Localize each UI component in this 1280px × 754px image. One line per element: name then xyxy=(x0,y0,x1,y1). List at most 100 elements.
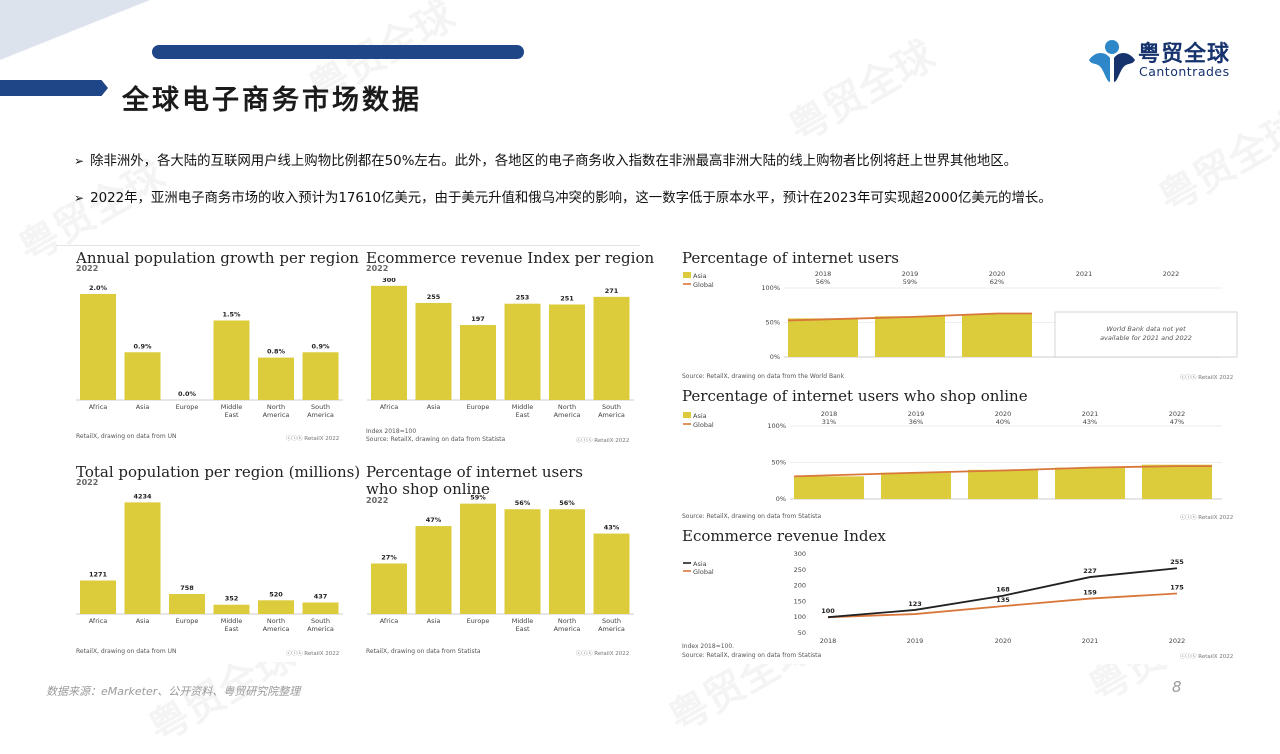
retailx-badge: ⓒⓘⓢ RetailX 2022 xyxy=(1180,654,1234,660)
y-tick-label: 50% xyxy=(772,459,786,467)
bar xyxy=(460,503,496,614)
legend-label-global: Global xyxy=(693,281,714,289)
data-label: 520 xyxy=(269,590,283,598)
data-label: 59% xyxy=(470,494,486,502)
legend-label-asia: Asia xyxy=(693,560,707,568)
retailx-badge: ⓒⓘⓢ RetailX 2022 xyxy=(576,438,630,444)
y-tick-label: 0% xyxy=(776,495,786,503)
bar xyxy=(415,302,452,400)
brand-logo: 粤贸全球 Cantontrades xyxy=(1086,36,1246,86)
bar-asia xyxy=(962,314,1032,357)
data-label: 197 xyxy=(471,315,485,323)
category-label: Asia xyxy=(427,617,441,625)
category-label: East xyxy=(224,411,238,418)
chart-title: Ecommerce revenue Index per region xyxy=(366,249,655,267)
category-label: South xyxy=(602,617,621,625)
bar xyxy=(213,604,250,614)
y-tick-label: 100 xyxy=(794,613,806,621)
chart-source: RetailX, drawing on data from UN xyxy=(76,648,177,655)
category-label: North xyxy=(558,617,576,625)
data-label: 352 xyxy=(225,595,239,603)
x-tick-label: 2021 xyxy=(1082,637,1099,644)
category-label: Africa xyxy=(89,403,108,411)
chart-panel-pct-internet-users: Percentage of internet users Asia Global 1… xyxy=(676,246,1242,384)
line-asia xyxy=(827,567,1178,619)
category-label: North xyxy=(558,403,576,411)
bar xyxy=(80,580,116,614)
bar xyxy=(415,526,452,614)
category-label: South xyxy=(311,617,330,625)
data-label: 758 xyxy=(180,584,194,592)
chart-title: Percentage of internet users who shop on… xyxy=(366,463,583,498)
legend-label-asia: Asia xyxy=(693,412,707,420)
legend-label-global: Global xyxy=(693,421,714,429)
page-number: 8 xyxy=(1172,678,1182,696)
year-value-label: 56% xyxy=(816,278,830,286)
category-label: America xyxy=(263,625,290,632)
bar-asia xyxy=(1142,464,1212,499)
category-label: Europe xyxy=(467,403,490,411)
data-label: 4234 xyxy=(133,492,152,500)
chart-note: Index 2018=100. xyxy=(682,643,735,650)
bullet-text: 2022年，亚洲电子商务市场的收入预计为17610亿美元，由于美元升值和俄乌冲突… xyxy=(90,191,1052,206)
legend-label-asia: Asia xyxy=(693,272,707,280)
data-label: 300 xyxy=(382,278,396,284)
divider xyxy=(56,245,640,246)
year-label: 2022 xyxy=(1169,410,1186,418)
category-label: Asia xyxy=(427,403,441,411)
y-tick-label: 50 xyxy=(798,629,806,637)
header-accent-bar xyxy=(152,45,524,59)
chart-title: Percentage of internet users xyxy=(682,249,899,267)
category-label: Middle xyxy=(221,403,242,411)
category-label: Africa xyxy=(89,617,108,625)
y-tick-label: 250 xyxy=(794,566,806,574)
bar-chart-pop-growth: 2.0% Africa 0.9% Asia 0.0% Europe 1.5% MiddleEa… xyxy=(76,284,343,418)
category-label: Europe xyxy=(176,403,199,411)
year-value-label: 40% xyxy=(996,418,1010,426)
bar xyxy=(549,304,585,400)
y-tick-label: 300 xyxy=(794,550,806,558)
y-tick-label: 100% xyxy=(767,422,786,430)
note-text: available for 2021 and 2022 xyxy=(1100,334,1192,342)
data-label-global: 159 xyxy=(1083,589,1097,597)
data-label-asia: 123 xyxy=(908,600,922,608)
bar xyxy=(213,320,250,400)
bar xyxy=(371,563,407,614)
bar xyxy=(302,352,339,400)
line-global xyxy=(793,465,1212,478)
year-value-label: 59% xyxy=(903,278,917,286)
data-label: 253 xyxy=(516,294,530,302)
category-label: Europe xyxy=(467,617,490,625)
category-label: Middle xyxy=(512,403,533,411)
badge-text: RetailX 2022 xyxy=(304,436,340,442)
page-title: 全球电子商务市场数据 xyxy=(122,85,422,116)
category-label: America xyxy=(598,625,625,632)
category-label: South xyxy=(602,403,621,411)
data-label: 271 xyxy=(605,287,619,295)
bar-asia xyxy=(794,476,864,499)
data-label: 437 xyxy=(314,592,328,600)
y-tick-label: 0% xyxy=(770,353,780,361)
year-label: 2021 xyxy=(1082,410,1099,418)
footer-source: 数据来源：eMarketer、公开资料、粤贸研究院整理 xyxy=(46,685,301,698)
bar-asia xyxy=(968,469,1038,499)
chart-title: Percentage of internet users who shop on… xyxy=(682,387,1028,405)
year-label: 2018 xyxy=(821,410,838,418)
y-tick-label: 50% xyxy=(766,319,780,327)
bar xyxy=(302,602,339,614)
data-label: 251 xyxy=(560,294,574,302)
category-label: America xyxy=(598,411,625,418)
category-label: Asia xyxy=(136,403,150,411)
retailx-badge: ⓒⓘⓢ RetailX 2022 xyxy=(286,436,340,442)
bar xyxy=(460,325,496,400)
chart-title: Total population per region (millions) xyxy=(76,463,361,481)
data-label: 0.0% xyxy=(178,390,197,398)
year-label: 2019 xyxy=(902,270,919,278)
logo-mark-icon xyxy=(1089,40,1135,82)
year-value-label: 31% xyxy=(822,418,836,426)
chart-panel-pct-shop-online: Percentage of internet users who shop on… xyxy=(360,462,640,662)
chart-note: Index 2018=100 xyxy=(366,428,417,435)
